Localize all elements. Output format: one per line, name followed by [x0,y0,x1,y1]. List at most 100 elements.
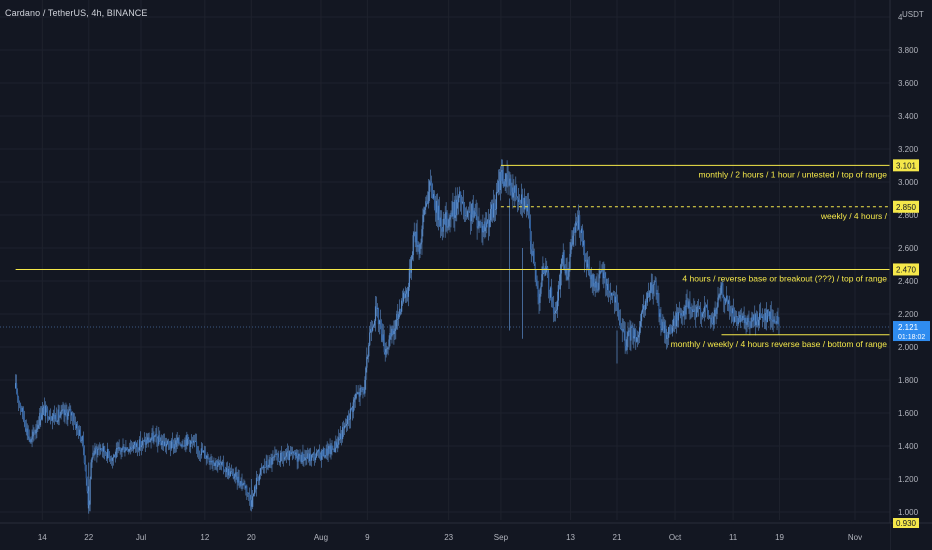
candle-body [260,467,262,469]
candle-body [262,465,264,468]
candle-body [742,315,744,319]
candle-body [300,461,302,463]
candle-body [714,309,716,317]
candle-body [727,295,729,304]
level-price-badge[interactable] [893,200,919,213]
candle-body [629,330,631,341]
candle-body [333,449,335,453]
candle-body [48,416,51,420]
y-tick-label: 1.000 [898,508,919,517]
x-tick-label: Aug [314,533,328,542]
candle-body [174,444,176,447]
candle-body [156,433,158,439]
candle-body [200,448,202,456]
candle-body [283,457,286,460]
candle-body [676,312,678,321]
candle-body [580,230,582,233]
candle-body [501,170,503,181]
candle-body [690,309,692,310]
candle-body [237,476,239,483]
candle-body [716,306,718,314]
candle-body [325,448,327,456]
candle-body [679,312,681,316]
candle-body [298,453,300,457]
candle-body [41,414,43,420]
level-annotation: monthly / weekly / 4 hours reverse base … [671,339,888,349]
x-tick-label: 13 [566,533,575,542]
candle-body [274,454,276,458]
candle-body [340,433,342,440]
level-price-badge[interactable] [893,159,919,172]
candle-body [351,408,353,412]
symbol-title[interactable]: Cardano / TetherUS, 4h, BINANCE [5,8,148,18]
candle-body [705,305,707,307]
candle-body [521,194,524,206]
time-axis[interactable]: 14 22 Jul 12 20 Aug 9 23 Sep 13 21 Oct 11 19 Nov [0,523,890,550]
candle-body [605,277,607,286]
candle-body [25,428,27,433]
candle-body [544,273,546,275]
candle-body [225,467,228,473]
candle-body [269,459,271,461]
candle-body [169,448,172,449]
y-tick-label: 4 [898,13,903,22]
candle-body [76,424,79,429]
candle-body [713,316,715,325]
candle-body [304,457,306,461]
candle-body [590,275,592,280]
candle-body [264,467,266,468]
candle-body [558,285,560,290]
y-tick-label: 1.600 [898,409,919,418]
bottom-price-badge[interactable] [893,518,919,528]
candle-body [191,440,193,442]
x-tick-label: 23 [444,533,453,542]
candle-body [409,268,411,273]
candle-body [273,456,275,458]
candle-body [55,414,57,422]
candle-body [364,379,366,394]
candle-body [91,457,93,463]
x-tick-label: 9 [365,533,370,542]
candle-body [550,287,553,302]
candle-body [520,203,522,204]
candle-body [376,307,379,309]
candle-body [367,356,369,358]
candle-body [606,285,608,290]
candle-body [511,191,513,198]
support-resistance-levels[interactable]: monthly / 2 hours / 1 hour / untested / … [15,164,890,349]
candle-body [729,300,731,312]
candle-body [145,439,147,445]
candle-body [178,437,180,444]
candle-body [279,461,281,463]
candle-body [414,232,416,243]
candle-body [141,440,143,446]
candle-body [203,450,205,452]
candle-body [504,181,506,187]
candle-body [584,260,587,261]
candle-body [159,435,161,441]
candle-body [290,452,292,454]
candle-body [575,221,577,233]
candle-body [150,438,152,441]
candle-body [547,267,549,273]
candle-body [24,421,26,429]
candle-body [600,270,602,272]
level-price-label: 3.101 [896,161,917,170]
candle-body [120,449,122,452]
candle-body [444,218,446,226]
candle-body [463,208,466,216]
candle-body [63,409,65,416]
candle-body [460,191,462,203]
candle-body [148,437,150,443]
candle-body [227,468,230,476]
level-price-badge[interactable] [893,263,919,276]
candle-body [647,292,649,297]
candle-body [267,466,269,468]
candle-body [388,339,390,348]
candle-body [402,300,404,302]
candle-body [19,403,22,409]
candle-body [565,269,567,274]
current-price-badge[interactable] [893,321,930,342]
